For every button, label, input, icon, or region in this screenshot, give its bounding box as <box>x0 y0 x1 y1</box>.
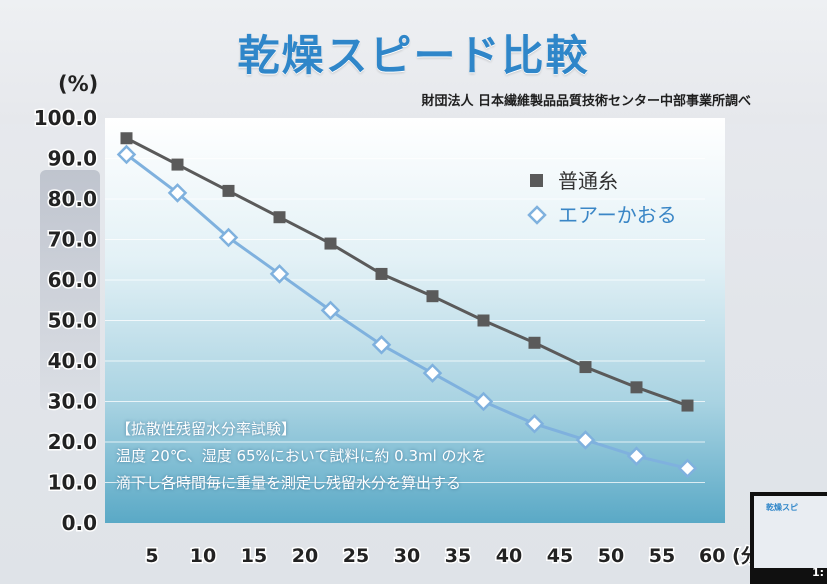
x-tick-label: 25 <box>343 545 369 567</box>
background-object <box>40 170 100 410</box>
data-point-air <box>218 227 239 248</box>
header-band <box>0 0 827 124</box>
data-point-air <box>422 363 443 383</box>
x-tick-label: 30 <box>394 545 420 567</box>
y-tick-label: 60.0 <box>48 268 97 292</box>
thumbnail-title: 乾燥スピ <box>766 503 798 512</box>
x-tick-label: 40 <box>496 545 522 567</box>
x-tick-label: 10 <box>190 545 216 567</box>
note-heading: 【拡散性残留水分率試験】 <box>116 420 297 438</box>
data-point-air <box>167 183 188 203</box>
legend-marker-air <box>527 205 547 225</box>
y-tick-label: 10.0 <box>48 471 97 495</box>
thumbnail-preview: 乾燥スピ <box>754 496 827 568</box>
data-point-normal <box>324 237 337 250</box>
y-tick-label: 100.0 <box>34 106 97 130</box>
y-tick-label: 0.0 <box>62 511 97 535</box>
data-point-normal <box>171 158 184 171</box>
series-line-normal <box>125 136 689 407</box>
y-tick-label: 80.0 <box>48 187 97 211</box>
x-tick-label: 20 <box>292 545 318 567</box>
y-tick-label: 50.0 <box>48 309 97 333</box>
y-tick-label: 30.0 <box>48 390 97 414</box>
y-axis-unit: (%) <box>58 72 99 96</box>
x-tick-label: 5 <box>145 545 158 567</box>
thumbnail-timestamp: 1: <box>812 566 825 579</box>
grid-lines <box>105 158 705 483</box>
data-point-normal <box>375 267 388 280</box>
x-tick-label: 55 <box>649 545 675 567</box>
y-axis-ticks: 100.0 90.0 80.0 70.0 60.0 50.0 40.0 30.0 20.0 10.… <box>32 105 98 537</box>
y-tick-label: 70.0 <box>48 228 97 252</box>
x-tick-label: 50 <box>598 545 624 567</box>
note-line-2: 滴下し各時間毎に重量を測定し残留水分を算出する <box>116 474 462 492</box>
data-point-normal <box>630 381 643 394</box>
x-axis-ticks: 5 10 15 20 25 30 35 40 45 50 55 60 (分 <box>144 544 761 569</box>
data-point-normal <box>579 361 592 374</box>
chart-title: 乾燥スピード比較 <box>237 31 590 80</box>
x-tick-label: 45 <box>547 545 573 567</box>
data-point-air <box>524 414 545 434</box>
data-point-air <box>320 300 341 321</box>
source-credit: 財団法人 日本繊維製品品質技術センター中部事業所調べ <box>421 94 751 109</box>
data-point-normal <box>120 132 133 145</box>
data-point-air <box>626 446 647 466</box>
data-point-normal <box>222 184 235 197</box>
series-group <box>116 132 698 479</box>
legend-label-normal: 普通糸 <box>558 169 618 193</box>
data-point-air <box>575 430 596 450</box>
y-tick-label: 20.0 <box>48 430 97 454</box>
experiment-note: 【拡散性残留水分率試験】 温度 20℃、湿度 65%において試料に約 0.3ml… <box>116 416 586 497</box>
data-point-air <box>269 264 290 284</box>
note-line-1: 温度 20℃、湿度 65%において試料に約 0.3ml の水を <box>116 447 487 465</box>
data-point-air <box>677 458 698 479</box>
data-point-normal <box>426 290 439 303</box>
x-tick-label: 35 <box>445 545 471 567</box>
x-tick-label: 15 <box>241 545 267 567</box>
data-point-air <box>371 335 392 355</box>
y-tick-label: 90.0 <box>48 147 97 171</box>
data-point-normal <box>528 336 541 349</box>
video-thumbnail[interactable]: 乾燥スピ 1: <box>750 492 827 584</box>
data-point-normal <box>681 399 694 412</box>
series-line-air <box>125 153 688 470</box>
legend-label-air: エアーかおる <box>558 203 677 227</box>
data-point-normal <box>477 314 490 327</box>
legend-marker-normal <box>530 174 543 187</box>
y-tick-label: 40.0 <box>48 349 97 373</box>
data-point-air <box>473 391 494 412</box>
data-point-normal <box>273 211 286 224</box>
data-point-air <box>116 144 137 165</box>
